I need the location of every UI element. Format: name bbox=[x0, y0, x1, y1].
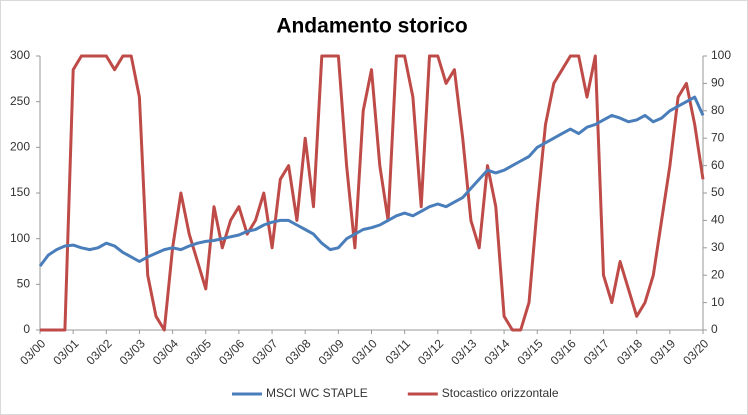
y2-tick-label: 70 bbox=[711, 130, 725, 144]
y-tick-label: 150 bbox=[10, 185, 30, 199]
legend-label: Stocastico orizzontale bbox=[442, 386, 559, 400]
y-tick-label: 50 bbox=[17, 277, 31, 291]
y2-tick-label: 90 bbox=[711, 76, 725, 90]
y2-tick-label: 10 bbox=[711, 295, 725, 309]
y-tick-label: 250 bbox=[10, 94, 30, 108]
chart-title: Andamento storico bbox=[276, 15, 467, 38]
series-line bbox=[38, 95, 705, 268]
y2-tick-label: 60 bbox=[711, 158, 725, 172]
y-tick-label: 0 bbox=[23, 322, 30, 336]
series-line bbox=[40, 54, 705, 332]
legend-label: MSCI WC STAPLE bbox=[266, 386, 368, 400]
y-tick-label: 300 bbox=[10, 48, 30, 62]
y2-tick-label: 80 bbox=[711, 103, 725, 117]
y2-tick-label: 30 bbox=[711, 240, 725, 254]
y2-tick-label: 50 bbox=[711, 185, 725, 199]
y2-tick-label: 0 bbox=[711, 322, 718, 336]
y2-tick-label: 20 bbox=[711, 267, 725, 281]
y2-tick-label: 40 bbox=[711, 213, 725, 227]
y2-tick-label: 100 bbox=[711, 48, 731, 62]
y-tick-label: 200 bbox=[10, 140, 30, 154]
y-tick-label: 100 bbox=[10, 231, 30, 245]
